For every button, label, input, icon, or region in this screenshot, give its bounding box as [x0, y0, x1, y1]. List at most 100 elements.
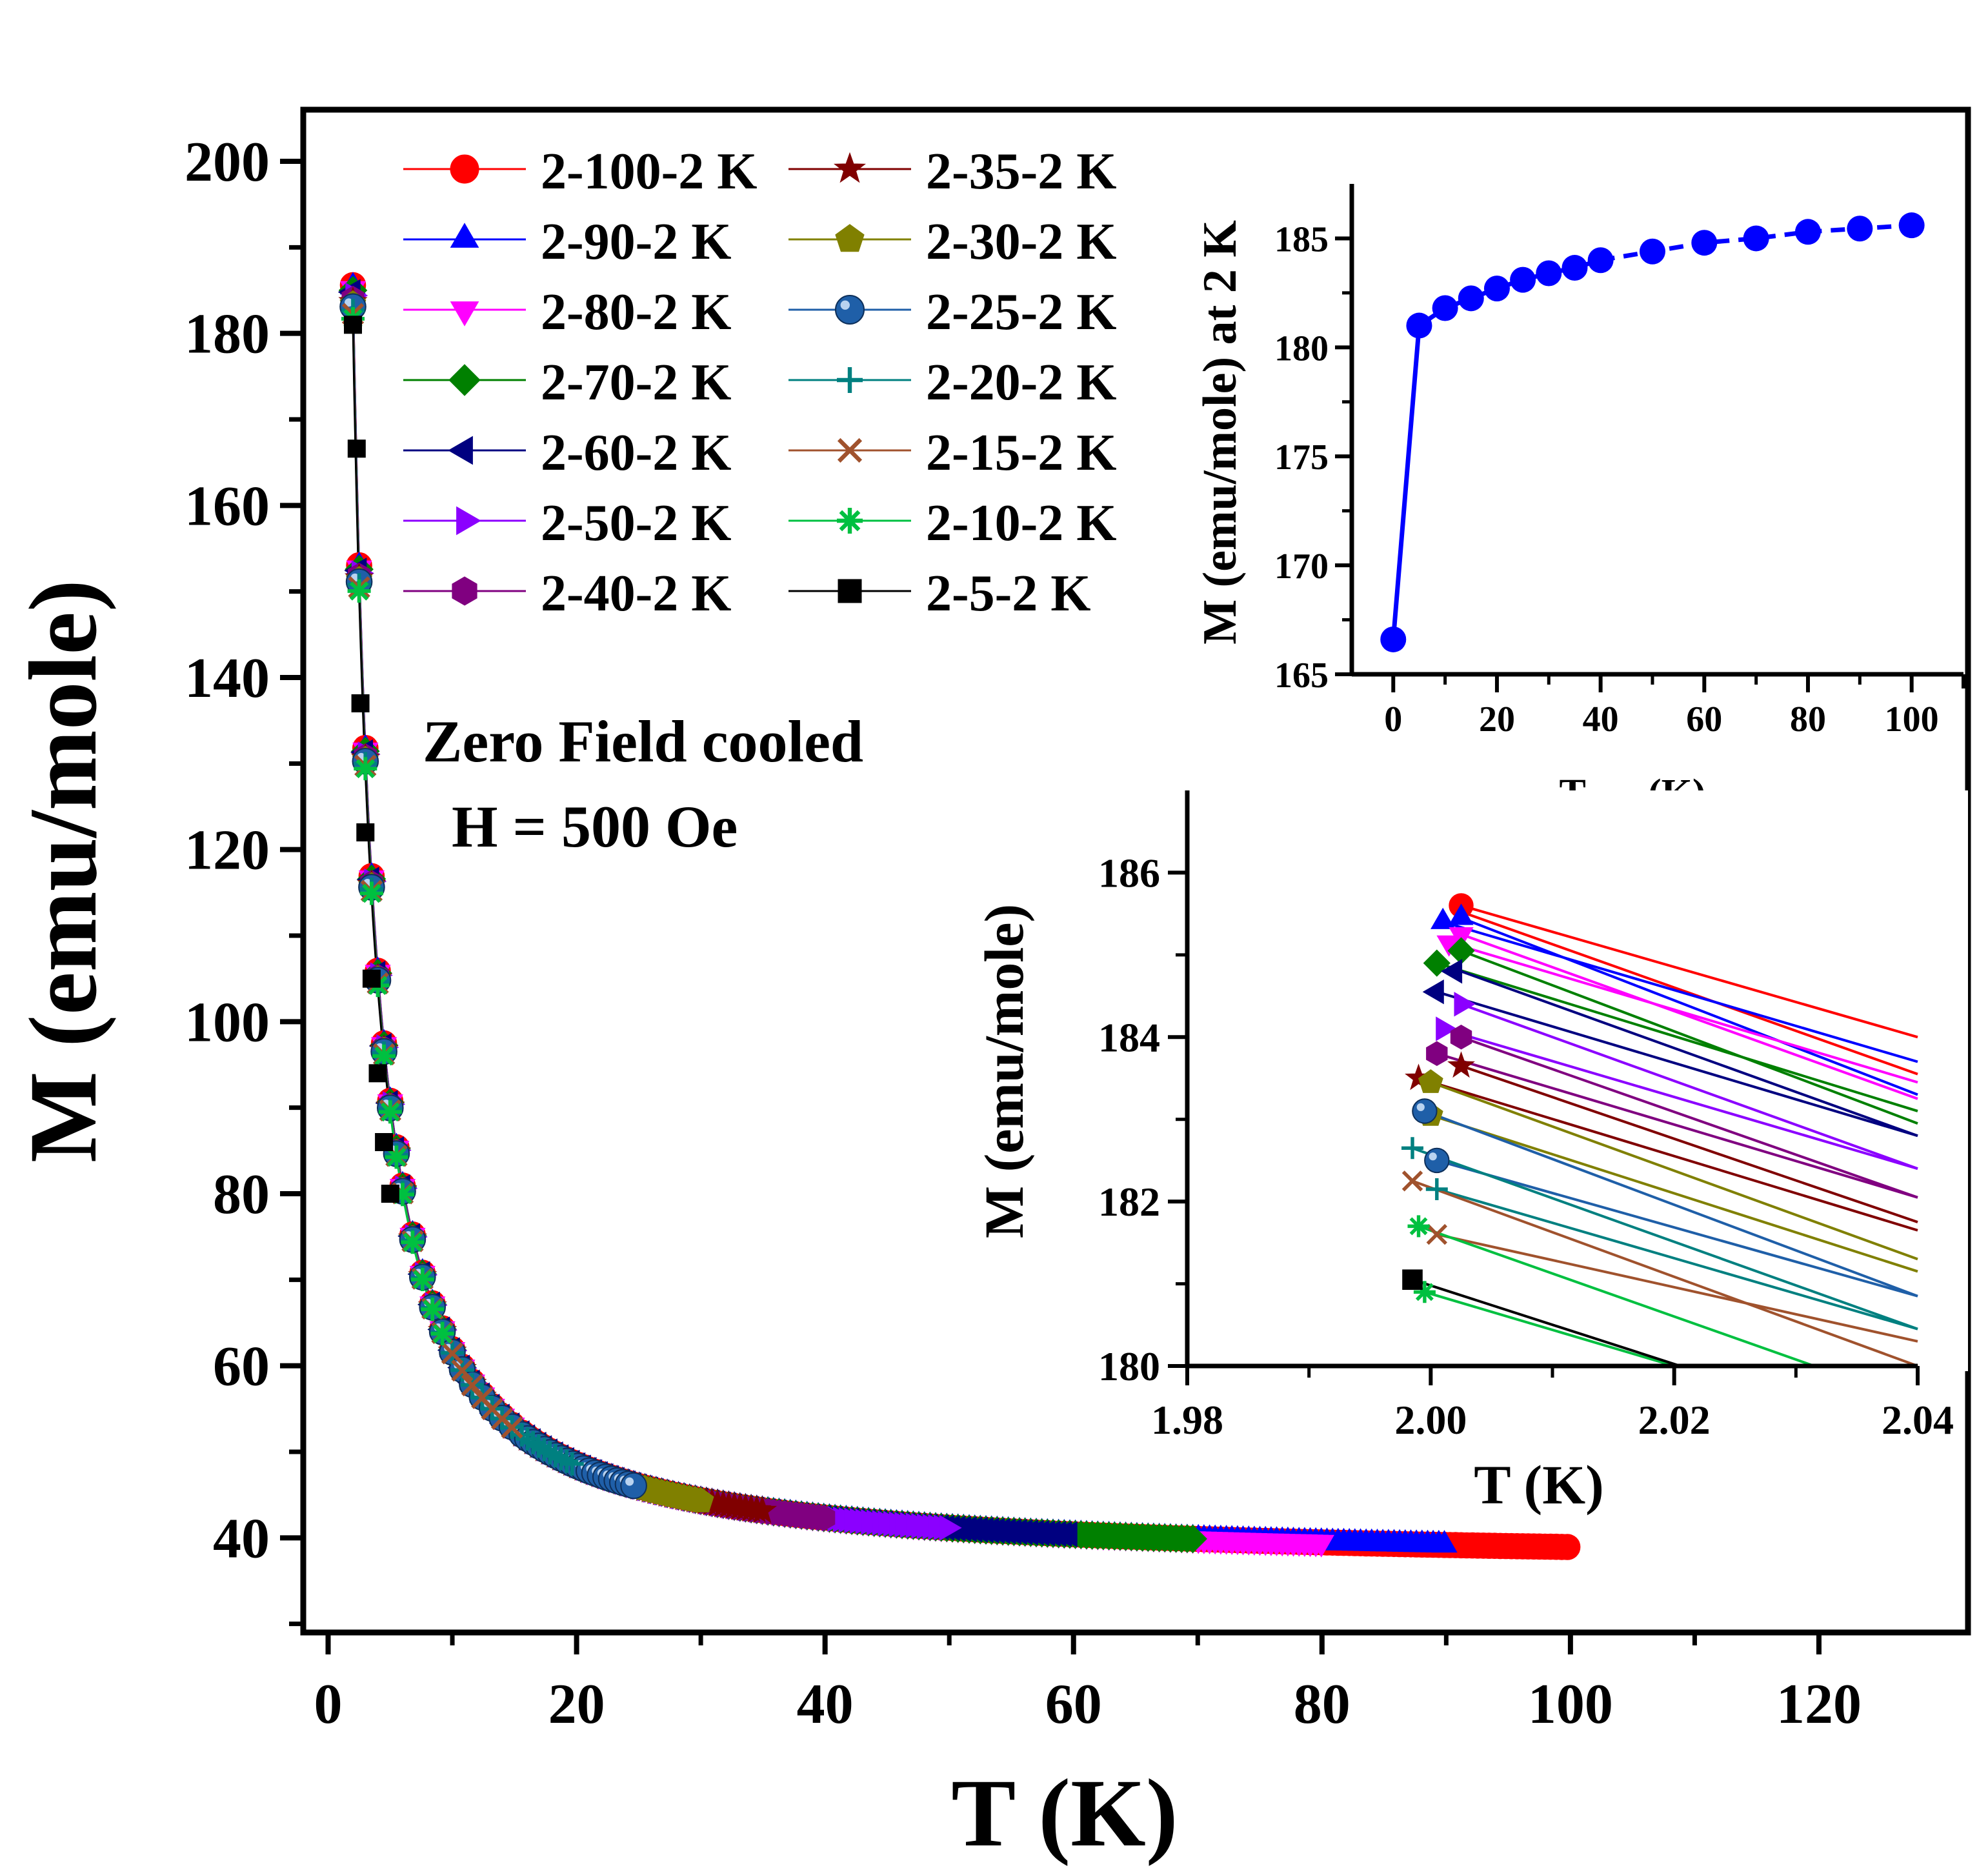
point-2-15-2-k	[501, 1416, 523, 1439]
point-2-20-2-k-shape	[538, 1441, 562, 1465]
point-2-10-2-k	[354, 757, 377, 781]
point-2-60-2-k-shape	[1054, 1521, 1078, 1547]
point-2-5-2-k	[344, 316, 362, 334]
point-2-15-2-k-shape	[441, 1342, 464, 1365]
legend-label: 2-25-2 K	[926, 284, 1117, 341]
inset-tmax-x-tick-label: 80	[1790, 699, 1826, 739]
inset-tmax-y-tick-label: 180	[1274, 328, 1329, 368]
inset-zoom-point-2-15-2-k-shape	[1426, 1223, 1448, 1245]
inset-zoom-line-2-50-2-k	[1460, 1003, 1918, 1170]
main-chart: 0 20 40 60 80 100 120406080100120140160180200 …	[10, 106, 1971, 1867]
legend-item-2-50-2-k: 2-50-2 K	[403, 495, 732, 552]
legend-item-2-10-2-k: 2-10-2 K	[788, 495, 1117, 552]
legend-marker	[456, 506, 481, 536]
inset-tmax-point	[1691, 230, 1718, 256]
legend-marker-shape	[456, 506, 481, 536]
point-2-30-2-k	[687, 1487, 714, 1512]
point-2-5-2-k-shape	[344, 316, 362, 334]
inset-zoom-point-2-15-2-k-shape	[1401, 1170, 1423, 1192]
inset-zoom-point-2-5-2-k	[1402, 1269, 1423, 1290]
point-2-50-2-k-shape	[939, 1514, 962, 1541]
inset-tmax-x-tick-label: 60	[1686, 699, 1722, 739]
y-tick-label: 80	[213, 1163, 270, 1226]
inset-zoom-point-2-40-2-k-shape	[1450, 1025, 1472, 1050]
inset-zoom-x-tick-label: 1.98	[1151, 1397, 1223, 1443]
point-2-80-2-k	[1308, 1534, 1334, 1558]
point-2-15-2-k-shape	[461, 1374, 484, 1396]
inset-tmax-y-tick-label: 170	[1274, 547, 1329, 587]
main-markers	[337, 272, 1581, 1560]
markers-2-5-2-k	[344, 316, 399, 1203]
inset-tmax-x-tick-label: 100	[1885, 699, 1939, 739]
inset-zoom-line-2-100-2-k	[1454, 908, 1918, 1076]
inset-tmax-y-axis-label: M (emu/mole) at 2 K	[1194, 220, 1247, 645]
inset-zoom-point-2-35-2-k-shape	[1447, 1051, 1475, 1078]
legend-label: 2-60-2 K	[541, 425, 732, 481]
inset-zoom-line-2-25-2-k	[1424, 1110, 1918, 1298]
x-tick-label: 120	[1776, 1673, 1862, 1736]
point-2-10-2-k	[421, 1298, 445, 1321]
point-2-90-2-k-shape	[1431, 1530, 1458, 1553]
inset-zoom-point-2-50-2-k	[1436, 1016, 1458, 1041]
x-tick-label: 0	[314, 1673, 343, 1736]
point-2-10-2-k-shape	[401, 1230, 425, 1254]
inset-zoom-line-2-80-2-k	[1460, 933, 1918, 1100]
point-2-20-2-k-shape	[555, 1449, 579, 1473]
inset-zoom-y-axis-label: M (emu/mole)	[973, 904, 1035, 1238]
legend-item-2-70-2-k: 2-70-2 K	[403, 354, 732, 411]
inset-tmax-point	[1432, 295, 1458, 321]
inset-zoom-line-2-30-2-k	[1430, 1081, 1918, 1261]
point-2-10-2-k-shape	[391, 1183, 414, 1207]
legend-marker	[450, 223, 479, 248]
inset-zoom-point-2-25-2-k	[1424, 1147, 1450, 1174]
point-2-60-2-k	[1054, 1521, 1078, 1547]
point-2-100-2-k	[1554, 1534, 1581, 1560]
point-2-25-2-k	[620, 1472, 647, 1500]
inset-zoom-line-2-50-2-k	[1442, 1027, 1918, 1170]
point-2-20-2-k	[543, 1444, 567, 1468]
legend-label: 2-5-2 K	[926, 565, 1091, 622]
point-2-35-2-k-shape	[747, 1495, 778, 1523]
point-2-25-2-k-highlight	[625, 1477, 634, 1486]
point-2-5-2-k	[356, 823, 375, 841]
point-2-15-2-k	[441, 1342, 464, 1365]
inset-zoom-y-tick-label: 184	[1098, 1014, 1160, 1060]
legend-marker-shape	[838, 579, 862, 603]
legend-item-2-30-2-k: 2-30-2 K	[788, 214, 1117, 270]
point-2-25-2-k-shape	[620, 1472, 647, 1500]
inset-zoom-point-2-40-2-k-shape	[1426, 1041, 1448, 1067]
legend: 2-100-2 K 2-90-2 K 2-80-2 K 2-70-2 K 2-60-2 …	[403, 143, 1117, 622]
inset-tmax-y-tick-label: 185	[1274, 219, 1329, 259]
point-2-5-2-k	[347, 439, 366, 458]
inset-zoom-axes: 1.98 2.00 2.02 2.04 180 182 184 186	[1098, 790, 1954, 1443]
point-2-10-2-k-shape	[359, 881, 383, 905]
inset-zoom-line-2-35-2-k	[1460, 1064, 1918, 1223]
x-tick-label: 80	[1294, 1673, 1350, 1736]
inset-tmax-point	[1406, 312, 1432, 339]
legend-item-2-100-2-k: 2-100-2 K	[403, 143, 758, 200]
point-2-100-2-k-shape	[1554, 1534, 1581, 1560]
y-tick-label: 40	[213, 1507, 270, 1570]
point-2-10-2-k-shape	[430, 1322, 454, 1345]
legend-item-2-35-2-k: 2-35-2 K	[788, 143, 1117, 200]
inset-zoom-point-2-70-2-k-shape	[1447, 937, 1475, 965]
point-2-20-2-k-shape	[549, 1447, 573, 1471]
legend-label: 2-40-2 K	[541, 565, 732, 622]
inset-tmax-x-tick-label: 20	[1479, 699, 1515, 739]
legend-marker	[448, 364, 481, 396]
legend-item-2-90-2-k: 2-90-2 K	[403, 214, 732, 270]
point-2-5-2-k	[351, 694, 370, 712]
point-2-10-2-k	[430, 1322, 454, 1345]
legend-marker-shape	[837, 508, 863, 534]
point-2-10-2-k-shape	[354, 757, 377, 781]
legend-marker-shape	[450, 301, 479, 326]
legend-label: 2-80-2 K	[541, 284, 732, 341]
inset-tmax-x-tick-label: 0	[1384, 699, 1402, 739]
x-tick-label: 100	[1528, 1673, 1613, 1736]
inset-tmax-x-tick-label: 40	[1583, 699, 1619, 739]
inset-zoom-x-tick-label: 2.02	[1638, 1397, 1711, 1443]
legend-marker-shape	[833, 152, 867, 183]
y-tick-label: 160	[185, 475, 270, 537]
inset-zoom-chart: 1.98 2.00 2.02 2.04 180 182 184 186 T (K) M (em…	[973, 790, 1968, 1516]
